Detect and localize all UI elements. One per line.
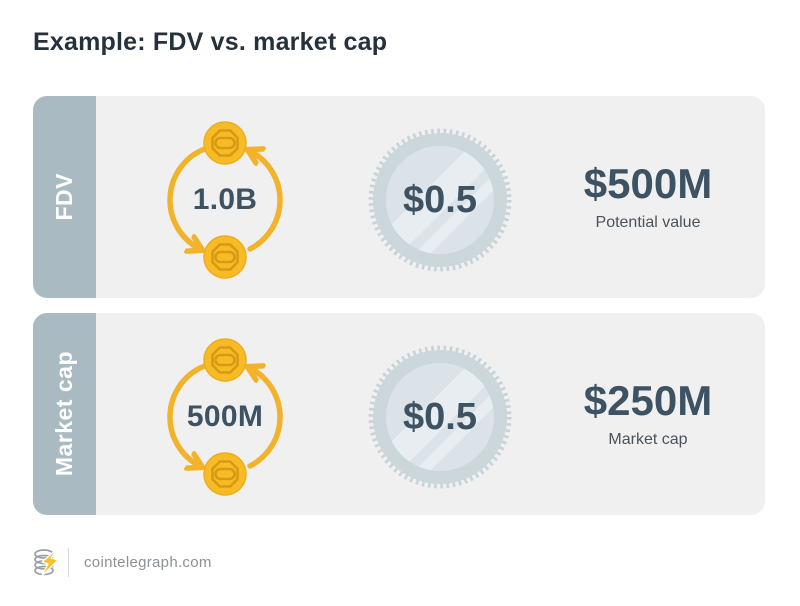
footer: cointelegraph.com <box>33 544 333 584</box>
circulation-arrows-icon <box>167 338 283 496</box>
coin-token-icon <box>203 235 247 279</box>
left-cycle-arrow <box>167 146 208 249</box>
marketcap-result-value: $250M <box>583 376 713 424</box>
marketcap-result-caption: Market cap <box>608 430 688 448</box>
coin-token-icon <box>203 452 247 496</box>
token-price-figure-fdv: $0.5 <box>365 125 515 275</box>
lightning-bolt-icon <box>40 547 59 578</box>
circulation-arrows-icon <box>167 121 283 279</box>
token-price-value: $0.5 <box>403 395 477 438</box>
silver-coin-icon <box>368 128 512 272</box>
cointelegraph-logo-icon <box>34 547 59 578</box>
fdv-result-block: $500M Potential value <box>538 96 758 298</box>
silver-coin-icon <box>368 345 512 489</box>
marketcap-row-card: Market cap <box>33 313 765 515</box>
circulating-supply-figure-fdv: 1.0B <box>140 115 310 285</box>
marketcap-row-sidebar: Market cap <box>33 313 96 515</box>
circulating-supply-figure-mcap: 500M <box>140 332 310 502</box>
page-title: Example: FDV vs. market cap <box>33 28 388 56</box>
footer-divider <box>68 548 69 577</box>
marketcap-result-block: $250M Market cap <box>538 313 758 515</box>
coin-token-icon <box>203 121 247 165</box>
circulating-supply-value: 500M <box>186 400 264 433</box>
fdv-row-card: FDV <box>33 96 765 298</box>
token-price-value: $0.5 <box>403 178 477 221</box>
total-supply-value: 1.0B <box>192 183 258 216</box>
footer-site-text: cointelegraph.com <box>84 554 212 571</box>
token-price-figure-mcap: $0.5 <box>365 342 515 492</box>
right-cycle-arrow <box>250 368 283 469</box>
fdv-result-caption: Potential value <box>595 213 701 231</box>
left-cycle-arrow <box>167 363 208 466</box>
fdv-row-sidebar: FDV <box>33 96 96 298</box>
right-cycle-arrow <box>250 151 283 252</box>
coin-token-icon <box>203 338 247 382</box>
coin-serrated-edge <box>368 128 512 272</box>
marketcap-row-label: Market cap <box>51 351 77 477</box>
fdv-row-label: FDV <box>51 173 77 221</box>
fdv-result-value: $500M <box>583 159 713 207</box>
coin-serrated-edge <box>368 345 512 489</box>
